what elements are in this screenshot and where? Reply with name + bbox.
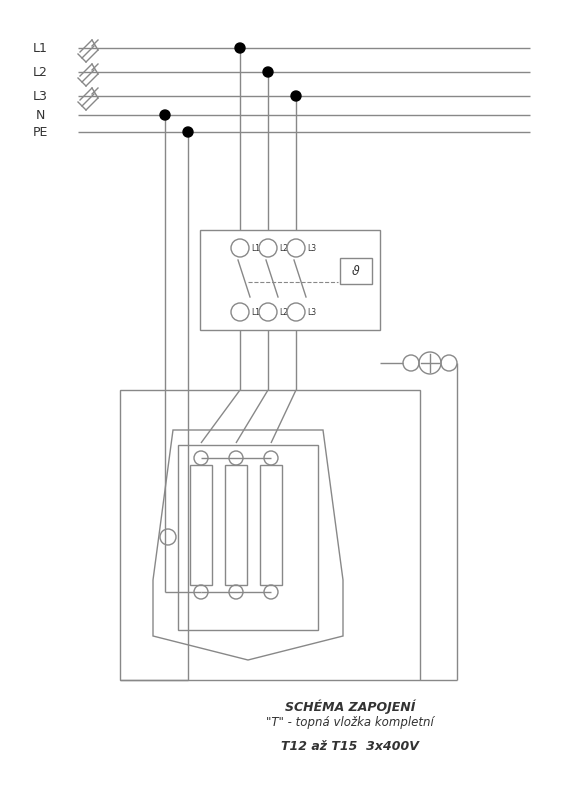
Bar: [225, 465, 247, 585]
Text: SCHÉMA ZAPOJENÍ: SCHÉMA ZAPOJENÍ: [285, 700, 415, 714]
Text: L2: L2: [279, 244, 288, 253]
Bar: [190, 465, 212, 585]
Text: L1: L1: [251, 308, 260, 316]
Text: L3: L3: [307, 308, 316, 316]
Bar: [340, 258, 372, 284]
Text: L3: L3: [33, 89, 47, 103]
Text: L1: L1: [33, 41, 47, 54]
Text: ϑ: ϑ: [352, 265, 360, 277]
Bar: [260, 465, 282, 585]
Circle shape: [263, 67, 273, 77]
Text: T12 až T15  3x400V: T12 až T15 3x400V: [281, 740, 419, 753]
Bar: [178, 445, 318, 630]
Text: N: N: [35, 108, 44, 121]
Text: PE: PE: [32, 125, 48, 139]
Circle shape: [160, 110, 170, 120]
Text: L1: L1: [251, 244, 260, 253]
Circle shape: [291, 91, 301, 101]
Bar: [200, 230, 380, 330]
Circle shape: [183, 127, 193, 137]
Text: L3: L3: [307, 244, 316, 253]
Text: L2: L2: [33, 65, 47, 78]
Text: "T" - topná vložka kompletní: "T" - topná vložka kompletní: [266, 716, 434, 729]
Bar: [120, 390, 420, 680]
Text: L2: L2: [279, 308, 288, 316]
Circle shape: [235, 43, 245, 53]
